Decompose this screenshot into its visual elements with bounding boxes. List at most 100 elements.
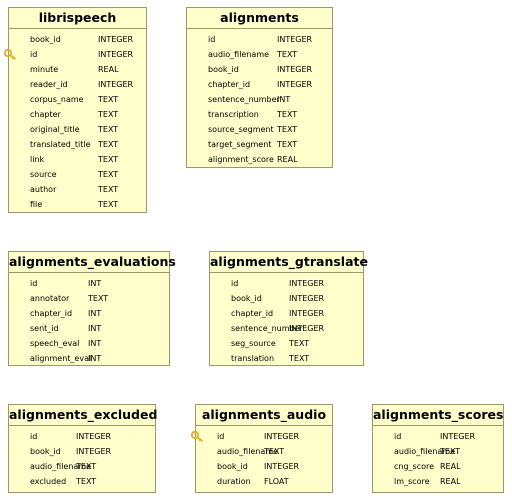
column-type: INTEGER	[440, 432, 476, 441]
column-type: TEXT	[277, 140, 298, 149]
column-type: TEXT	[277, 110, 298, 119]
table-row: id INTEGER	[187, 32, 332, 47]
column-name: excluded	[30, 477, 67, 486]
table-row: id INTEGER	[9, 429, 155, 444]
table-title: alignments_scores	[373, 405, 503, 426]
table-row: corpus_name TEXT	[9, 92, 146, 107]
column-name: book_id	[30, 35, 61, 44]
table-row: speech_eval INT	[9, 336, 169, 351]
column-name: link	[30, 155, 45, 164]
table-row: book_id INTEGER	[210, 291, 363, 306]
table-alignments-gtranslate[interactable]: alignments_gtranslate id INTEGER book_id IN…	[209, 251, 368, 366]
column-name: book_id	[30, 447, 61, 456]
table-row: translated_title TEXT	[9, 137, 146, 152]
table-row: chapter_id INT	[9, 306, 169, 321]
column-name: cng_score	[394, 462, 435, 471]
column-name: minute	[30, 65, 59, 74]
column-name: sentence_number	[231, 324, 303, 333]
column-type: INTEGER	[98, 50, 134, 59]
column-type: TEXT	[440, 447, 461, 456]
column-type: REAL	[440, 477, 461, 486]
column-name: chapter_id	[30, 309, 73, 318]
column-name: book_id	[208, 65, 239, 74]
table-title: librispeech	[9, 8, 146, 29]
column-type: REAL	[440, 462, 461, 471]
column-type: TEXT	[98, 125, 119, 134]
column-list: id INTEGER audio_filename TEXT cng_score REAL…	[373, 426, 503, 489]
column-name: translation	[231, 354, 275, 363]
column-name: book_id	[217, 462, 248, 471]
column-name: id	[30, 50, 38, 59]
column-list: id INT annotator TEXT chapter_id INT sent_id IN…	[9, 273, 169, 366]
column-name: author	[30, 185, 57, 194]
column-type: TEXT	[277, 50, 298, 59]
column-type: INTEGER	[289, 324, 325, 333]
table-title: alignments_excluded	[9, 405, 157, 426]
table-alignments-scores[interactable]: alignments_scores id INTEGER audio_filenam…	[372, 404, 504, 493]
column-name: id	[208, 35, 216, 44]
table-row: id INTEGER	[190, 429, 332, 444]
column-name: id	[394, 432, 402, 441]
table-row: cng_score REAL	[373, 459, 503, 474]
table-row: alignment_eval INT	[9, 351, 169, 366]
column-type: INT	[88, 354, 102, 363]
column-name: source_segment	[208, 125, 274, 134]
column-name: audio_filename	[208, 50, 270, 59]
table-row: translation TEXT	[210, 351, 363, 366]
column-type: INT	[88, 339, 102, 348]
column-type: TEXT	[98, 140, 119, 149]
column-type: TEXT	[277, 125, 298, 134]
table-librispeech[interactable]: librispeech book_id INTEGER id INTEGER minut…	[3, 7, 147, 213]
table-alignments-evaluations[interactable]: alignments_evaluations id INT annotator TEX…	[8, 251, 176, 366]
column-name: annotator	[30, 294, 70, 303]
table-row: source_segment TEXT	[187, 122, 332, 137]
table-row: minute REAL	[9, 62, 146, 77]
column-list: book_id INTEGER id INTEGER minute REAL reader_…	[3, 29, 146, 212]
table-row: id INTEGER	[373, 429, 503, 444]
column-type: TEXT	[98, 95, 119, 104]
table-alignments-audio[interactable]: alignments_audio id INTEGER audio_filename…	[190, 404, 333, 493]
column-name: id	[30, 279, 38, 288]
table-row: target_segment TEXT	[187, 137, 332, 152]
table-row: reader_id INTEGER	[9, 77, 146, 92]
column-name: id	[217, 432, 225, 441]
column-type: TEXT	[98, 170, 119, 179]
column-name: alignment_score	[208, 155, 274, 164]
table-row: seg_source TEXT	[210, 336, 363, 351]
column-name: speech_eval	[30, 339, 80, 348]
column-type: INTEGER	[76, 447, 112, 456]
column-type: INT	[88, 279, 102, 288]
column-type: TEXT	[76, 462, 97, 471]
column-name: lm_score	[394, 477, 430, 486]
column-type: TEXT	[264, 447, 285, 456]
table-row: id INTEGER	[210, 276, 363, 291]
column-type: INTEGER	[289, 309, 325, 318]
column-name: chapter_id	[208, 80, 251, 89]
table-row: lm_score REAL	[373, 474, 503, 489]
column-type: REAL	[277, 155, 298, 164]
table-row: book_id INTEGER	[196, 459, 332, 474]
table-row: audio_filename TEXT	[187, 47, 332, 62]
table-title: alignments	[187, 8, 332, 29]
table-alignments[interactable]: alignments id INTEGER audio_filename TEXT bo…	[186, 7, 333, 168]
column-name: translated_title	[30, 140, 91, 149]
column-type: INTEGER	[277, 35, 313, 44]
table-row: author TEXT	[9, 182, 146, 197]
column-name: duration	[217, 477, 251, 486]
column-name: sent_id	[30, 324, 59, 333]
column-name: file	[30, 200, 43, 209]
column-name: book_id	[231, 294, 262, 303]
table-row: sent_id INT	[9, 321, 169, 336]
table-row: audio_filename TEXT	[9, 459, 155, 474]
column-type: TEXT	[289, 339, 310, 348]
table-row: book_id INTEGER	[9, 444, 155, 459]
column-name: target_segment	[208, 140, 272, 149]
column-type: INTEGER	[98, 80, 134, 89]
column-type: INTEGER	[289, 279, 325, 288]
column-name: id	[231, 279, 239, 288]
table-row: sentence_number INTEGER	[210, 321, 363, 336]
table-alignments-excluded[interactable]: alignments_excluded id INTEGER book_id INTE…	[8, 404, 157, 493]
table-title: alignments_audio	[196, 405, 332, 426]
table-row: source TEXT	[9, 167, 146, 182]
table-row: chapter_id INTEGER	[187, 77, 332, 92]
